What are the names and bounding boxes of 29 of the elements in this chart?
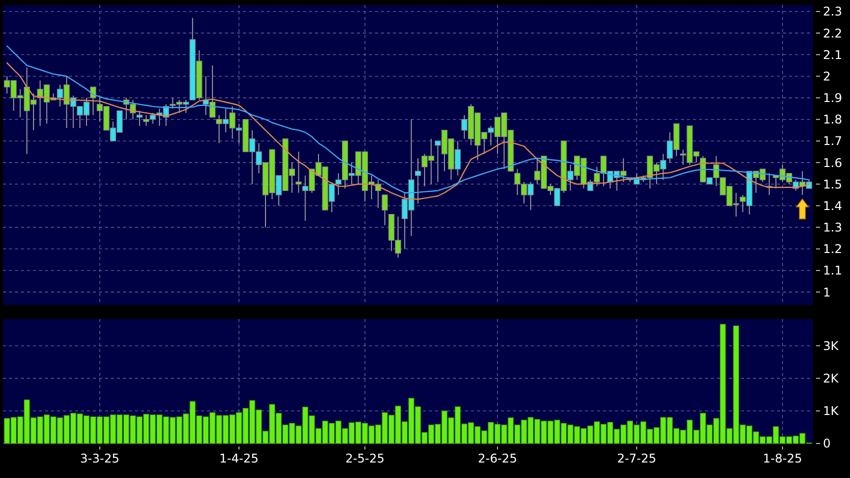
candlestick bbox=[296, 151, 302, 194]
y-tick-label: 1 bbox=[823, 285, 831, 300]
candlestick bbox=[382, 194, 388, 226]
y-tick-label: 1.8 bbox=[823, 112, 842, 127]
y-tick-label: 1.4 bbox=[823, 198, 842, 213]
x-tick-label: 1-4-25 bbox=[219, 452, 259, 466]
candlestick bbox=[136, 110, 143, 126]
y-tick-label: 1.6 bbox=[823, 156, 842, 170]
y-tick-label: 1.9 bbox=[823, 91, 842, 106]
y-tick-label: 2.3 bbox=[823, 4, 842, 19]
y-tick-label: 1K bbox=[823, 404, 840, 418]
x-tick-label: 3-3-25 bbox=[80, 452, 120, 466]
y-tick-label: 1.3 bbox=[823, 220, 842, 234]
y-tick-label: 2K bbox=[823, 372, 840, 386]
candlestick bbox=[414, 158, 421, 204]
y-tick-label: 3K bbox=[823, 338, 840, 353]
x-tick-label: 1-8-25 bbox=[762, 452, 802, 466]
x-tick-label: 2-6-25 bbox=[478, 452, 518, 466]
y-tick-label: 0 bbox=[823, 436, 831, 451]
y-tick-label: 2 bbox=[823, 69, 831, 84]
x-tick-label: 2-7-25 bbox=[617, 452, 656, 466]
y-tick-label: 1.2 bbox=[823, 242, 842, 256]
y-tick-label: 1.5 bbox=[823, 177, 842, 192]
y-tick-label: 1.7 bbox=[823, 134, 842, 148]
y-tick-label: 2.2 bbox=[823, 26, 842, 40]
line-series bbox=[6, 45, 810, 194]
y-tick-label: 2.1 bbox=[823, 48, 842, 62]
y-tick-label: 1.1 bbox=[823, 264, 842, 278]
x-tick-label: 2-5-25 bbox=[345, 452, 385, 466]
